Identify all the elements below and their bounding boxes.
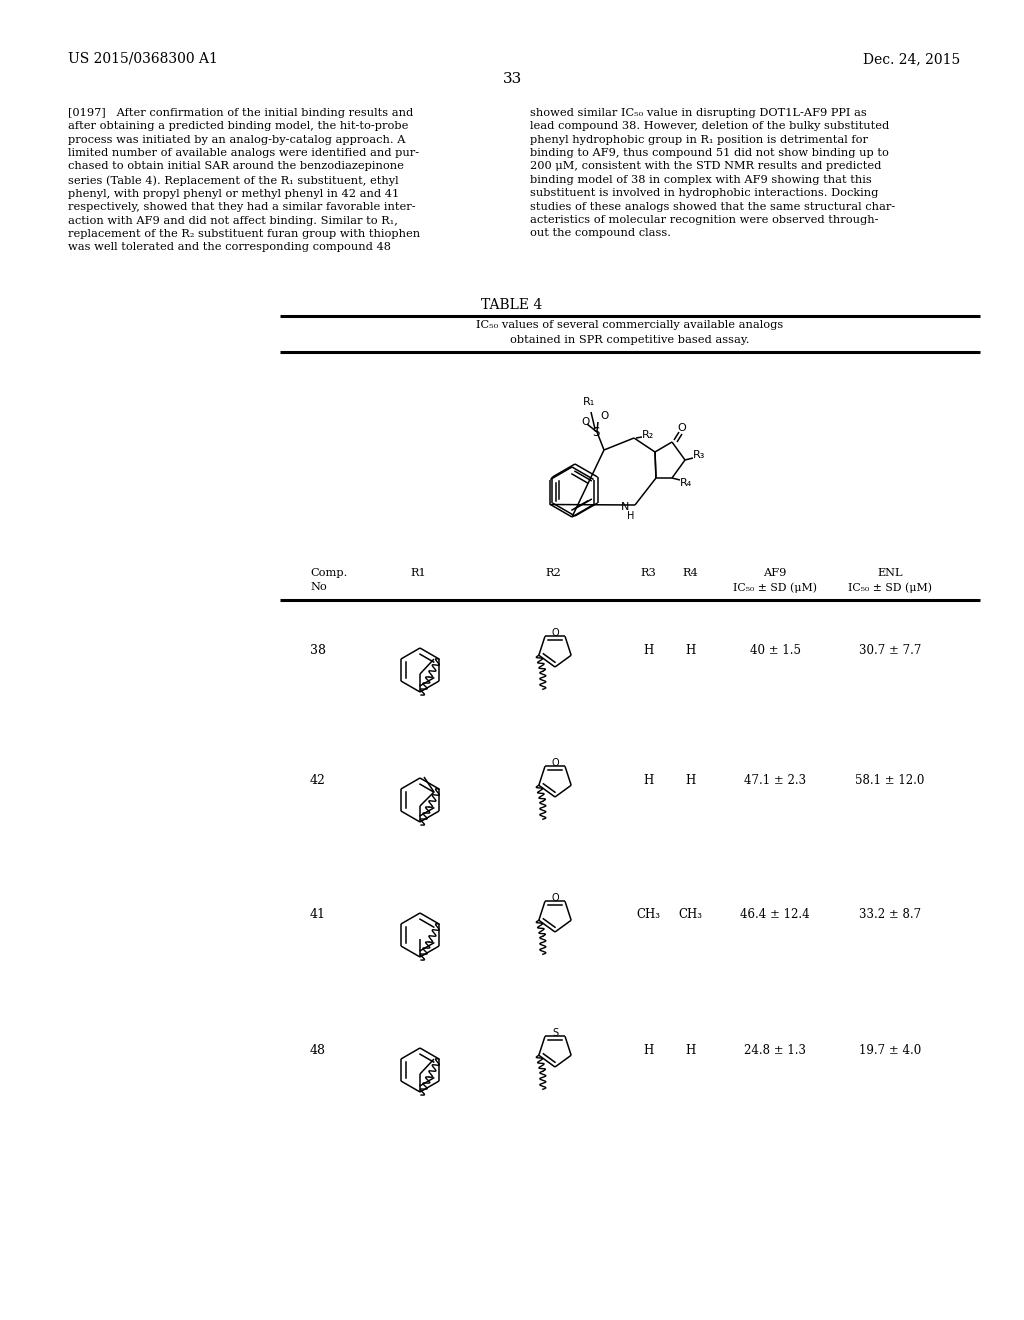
Text: showed similar IC₅₀ value in disrupting DOT1L-AF9 PPI as
lead compound 38. Howev: showed similar IC₅₀ value in disrupting … [530, 108, 895, 238]
Text: 42: 42 [310, 774, 326, 787]
Text: 19.7 ± 4.0: 19.7 ± 4.0 [859, 1044, 922, 1056]
Text: 47.1 ± 2.3: 47.1 ± 2.3 [744, 774, 806, 787]
Text: ENL: ENL [878, 568, 903, 578]
Text: [0197]   After confirmation of the initial binding results and
after obtaining a: [0197] After confirmation of the initial… [68, 108, 420, 252]
Text: R1: R1 [410, 568, 426, 578]
Text: 40 ± 1.5: 40 ± 1.5 [750, 644, 801, 656]
Text: TABLE 4: TABLE 4 [481, 298, 543, 312]
Text: IC₅₀ ± SD (μM): IC₅₀ ± SD (μM) [848, 582, 932, 593]
Text: R₃: R₃ [693, 450, 706, 459]
Text: 33: 33 [503, 73, 521, 86]
Text: S: S [552, 1028, 558, 1038]
Text: H: H [685, 1044, 695, 1056]
Text: O: O [551, 758, 559, 768]
Text: 46.4 ± 12.4: 46.4 ± 12.4 [740, 908, 810, 921]
Text: H: H [643, 774, 653, 787]
Text: 33.2 ± 8.7: 33.2 ± 8.7 [859, 908, 921, 921]
Text: O: O [678, 422, 686, 433]
Text: R₄: R₄ [680, 478, 692, 488]
Text: H: H [628, 511, 635, 521]
Text: No: No [310, 582, 327, 591]
Text: S: S [592, 425, 600, 438]
Text: H: H [685, 774, 695, 787]
Text: H: H [643, 644, 653, 656]
Text: AF9: AF9 [763, 568, 786, 578]
Text: Dec. 24, 2015: Dec. 24, 2015 [863, 51, 961, 66]
Text: US 2015/0368300 A1: US 2015/0368300 A1 [68, 51, 218, 66]
Text: 58.1 ± 12.0: 58.1 ± 12.0 [855, 774, 925, 787]
Text: R2: R2 [545, 568, 561, 578]
Text: O: O [551, 628, 559, 638]
Text: CH₃: CH₃ [636, 908, 660, 921]
Text: IC₅₀ ± SD (μM): IC₅₀ ± SD (μM) [733, 582, 817, 593]
Text: H: H [643, 1044, 653, 1056]
Text: O: O [581, 417, 589, 426]
Text: IC₅₀ values of several commercially available analogs: IC₅₀ values of several commercially avai… [476, 319, 783, 330]
Text: CH₃: CH₃ [678, 908, 702, 921]
Text: R₁: R₁ [583, 397, 595, 407]
Text: 41: 41 [310, 908, 326, 921]
Text: R4: R4 [682, 568, 698, 578]
Text: Comp.: Comp. [310, 568, 347, 578]
Text: 38: 38 [310, 644, 326, 656]
Text: H: H [685, 644, 695, 656]
Text: R3: R3 [640, 568, 656, 578]
Text: R₂: R₂ [642, 430, 654, 440]
Text: 30.7 ± 7.7: 30.7 ± 7.7 [859, 644, 922, 656]
Text: O: O [600, 411, 608, 421]
Text: N: N [621, 502, 629, 512]
Text: O: O [551, 894, 559, 903]
Text: 24.8 ± 1.3: 24.8 ± 1.3 [744, 1044, 806, 1056]
Text: obtained in SPR competitive based assay.: obtained in SPR competitive based assay. [510, 335, 750, 345]
Text: 48: 48 [310, 1044, 326, 1056]
